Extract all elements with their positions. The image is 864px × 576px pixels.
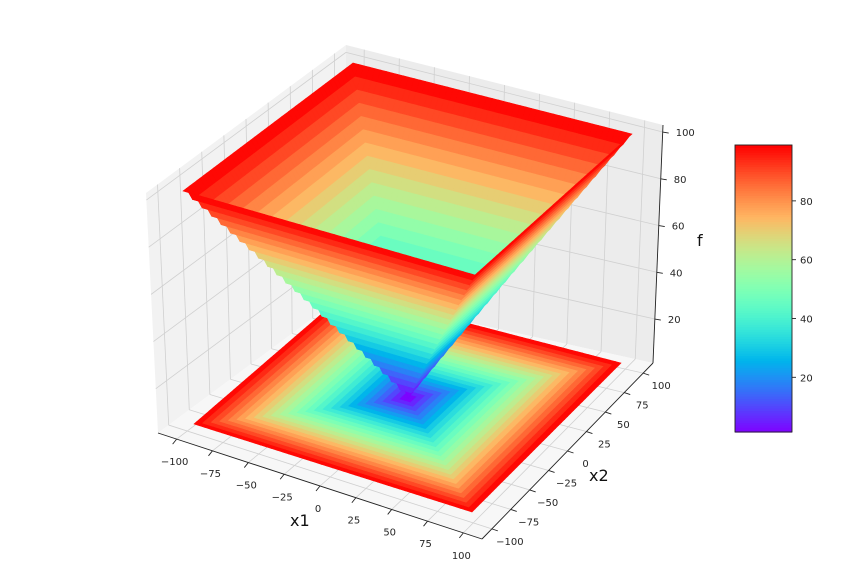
grid-line-z: [146, 52, 347, 201]
grid-line-x2: [168, 424, 492, 530]
grid-line-z: [345, 51, 663, 133]
grid-line-x2-wall: [157, 184, 170, 426]
grid-line-x2-wall: [179, 168, 190, 410]
grid-line-x1-wall: [634, 120, 646, 360]
